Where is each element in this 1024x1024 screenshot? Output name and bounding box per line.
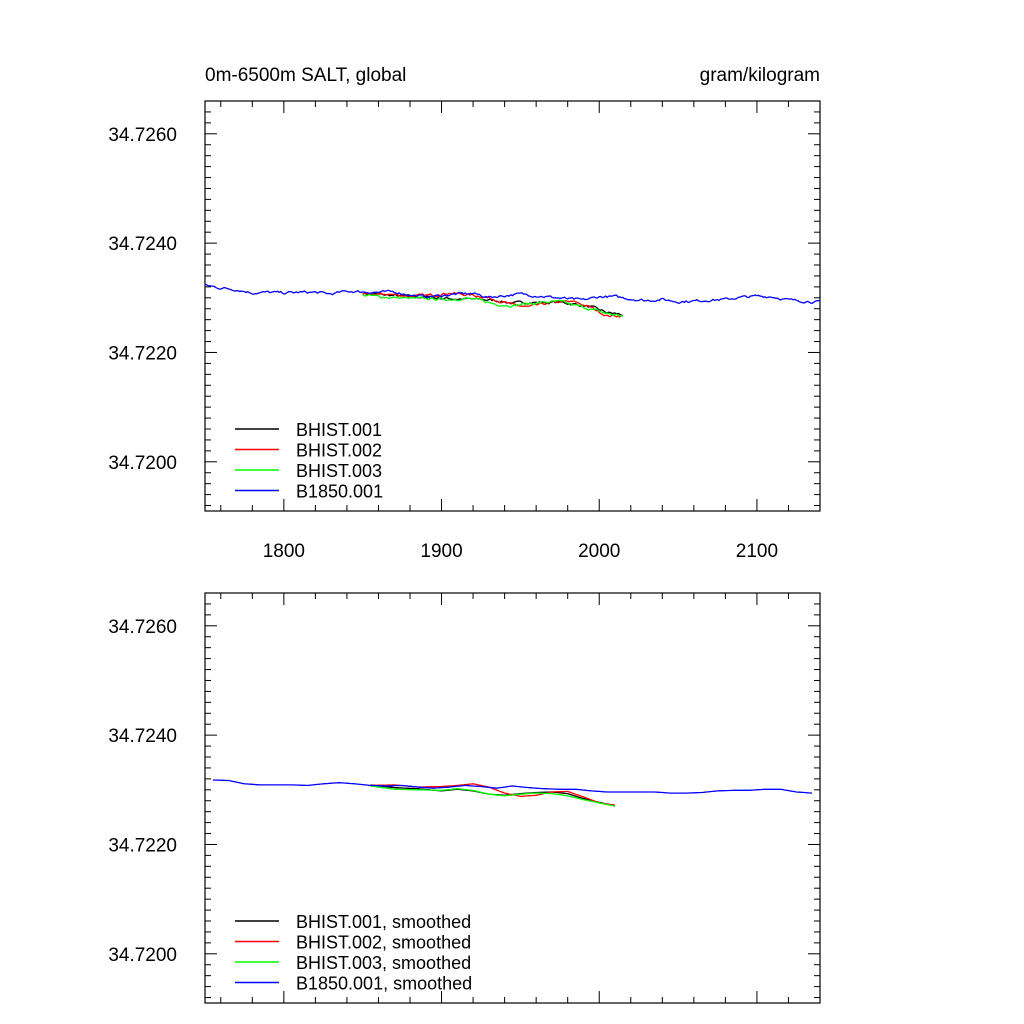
- legend-label: BHIST.003, smoothed: [296, 953, 471, 973]
- legend-label: BHIST.001: [296, 420, 382, 440]
- x-tick-label: 1800: [263, 541, 305, 562]
- y-tick-label: 34.7260: [108, 617, 177, 638]
- series-line: [212, 779, 813, 794]
- plot-frame: [204, 592, 821, 1004]
- series-line: [362, 291, 623, 318]
- legend-label: B1850.001: [296, 482, 383, 502]
- legend-label: BHIST.002, smoothed: [296, 933, 471, 953]
- series-line: [362, 293, 623, 317]
- plot-frame: [204, 100, 821, 512]
- y-tick-label: 34.7260: [108, 125, 177, 146]
- legend-label: BHIST.003: [296, 461, 382, 481]
- y-tick-label: 34.7220: [108, 343, 177, 364]
- y-tick-label: 34.7200: [108, 453, 177, 474]
- x-tick-label: 2000: [578, 541, 620, 562]
- x-tick-label: 2100: [736, 541, 778, 562]
- y-tick-label: 34.7240: [108, 234, 177, 255]
- legend-label: BHIST.002: [296, 441, 382, 461]
- units-label: gram/kilogram: [699, 65, 820, 86]
- legend-label: B1850.001, smoothed: [296, 974, 472, 994]
- y-tick-label: 34.7220: [108, 835, 177, 856]
- bottom-panel: 34.7260 34.7240 34.7220 34.7200 BHIST.001, s…: [108, 592, 821, 1004]
- y-tick-label: 34.7240: [108, 726, 177, 747]
- legend-label: BHIST.001, smoothed: [296, 912, 471, 932]
- y-tick-label: 34.7200: [108, 945, 177, 966]
- series-line: [204, 283, 821, 305]
- x-tick-label: 1900: [420, 541, 462, 562]
- series-line: [370, 785, 616, 807]
- chart-title: 0m-6500m SALT, global: [205, 65, 407, 86]
- series-line: [362, 292, 624, 317]
- top-panel: 1800 1900 2000 2100 34.7260 34.7240 34.7220 34.…: [108, 100, 821, 562]
